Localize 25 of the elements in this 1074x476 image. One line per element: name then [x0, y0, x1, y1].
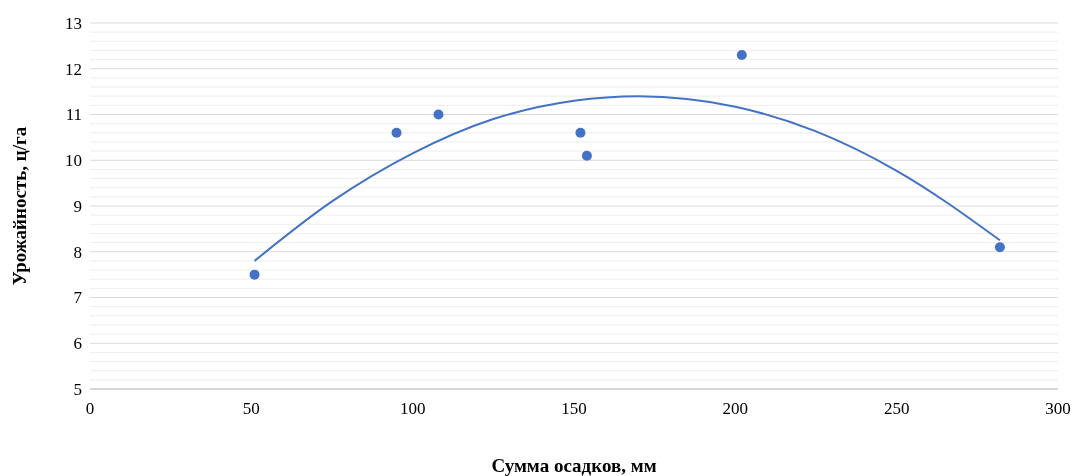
y-tick-label: 12 [65, 59, 82, 79]
x-tick-label: 200 [722, 399, 749, 418]
point [575, 127, 586, 138]
x-tick-label: 150 [561, 399, 587, 418]
y-tick-label: 8 [73, 242, 82, 262]
y-tick-label: 7 [73, 288, 83, 308]
point [581, 150, 592, 161]
point [391, 127, 402, 138]
x-tick-label: 50 [242, 399, 260, 418]
x-tick-label: 250 [883, 399, 910, 418]
y-axis-title: Урожайность, ц/га [9, 126, 30, 286]
y-tick-label: 10 [65, 151, 82, 171]
x-tick-label: 300 [1045, 399, 1071, 418]
x-axis-title: Сумма осадков, мм [491, 455, 657, 476]
y-tick-label: 13 [65, 13, 82, 33]
y-tick-label: 6 [73, 334, 82, 354]
x-tick-label: 100 [399, 399, 426, 418]
x-tick-label: 0 [85, 399, 95, 418]
y-tick-label: 11 [65, 105, 82, 125]
y-tick-label: 5 [73, 379, 82, 399]
point [249, 269, 260, 280]
point [994, 242, 1005, 253]
point [433, 109, 444, 120]
point [736, 50, 747, 61]
y-tick-label: 9 [73, 196, 82, 216]
